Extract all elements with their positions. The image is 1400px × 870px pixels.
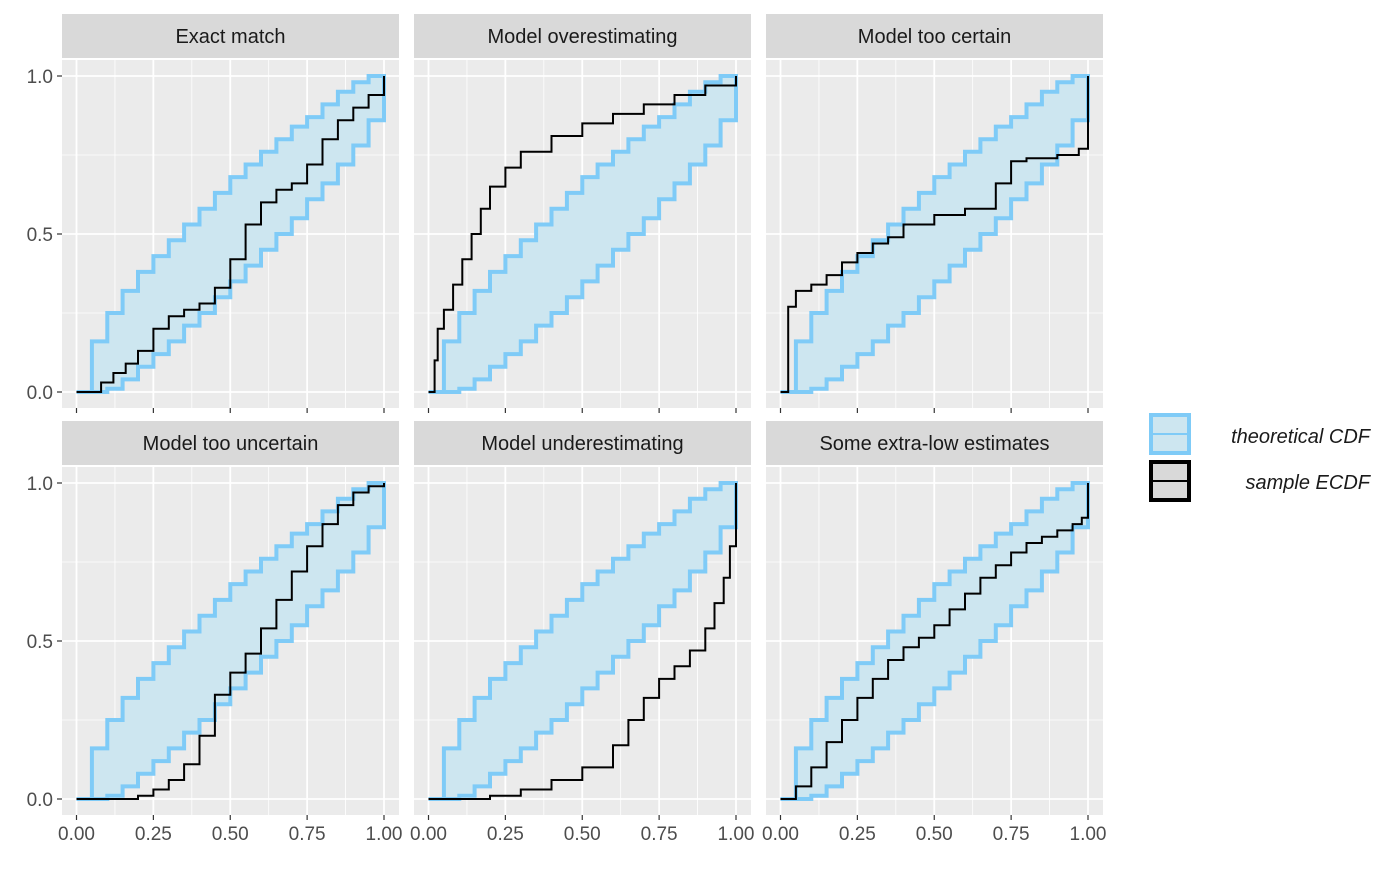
legend: theoretical CDF sample ECDF xyxy=(1149,413,1372,502)
y-tick-label: 1.0 xyxy=(27,67,53,88)
y-tick-label: 0.0 xyxy=(27,383,53,404)
x-tick-label: 0.00 xyxy=(410,824,447,845)
facet-title: Model too certain xyxy=(858,26,1011,48)
facet-title: Model too uncertain xyxy=(143,433,319,455)
x-tick-label: 0.50 xyxy=(916,824,953,845)
sample-ecdf-line xyxy=(76,76,385,393)
sample-ecdf-line xyxy=(428,483,737,800)
x-tick-label: 0.50 xyxy=(212,824,249,845)
x-tick-label: 0.25 xyxy=(839,824,876,845)
facet-panel: Model overestimating xyxy=(414,14,751,413)
legend-label-theoretical-cdf: theoretical CDF xyxy=(1231,426,1372,448)
facet-strip xyxy=(766,421,1103,465)
sample-ecdf-line xyxy=(780,76,1089,393)
facet-panel: Model underestimating 0.00 0.25 0.50 0.75 1.0… xyxy=(410,421,754,845)
y-tick-label: 0.0 xyxy=(27,790,53,811)
y-tick-label: 0.5 xyxy=(27,225,53,246)
sample-ecdf-line xyxy=(780,483,1089,800)
x-tick-label: 1.00 xyxy=(718,824,755,845)
x-tick-label: 0.75 xyxy=(993,824,1030,845)
facet-strip xyxy=(62,14,399,58)
legend-label-sample-ecdf: sample ECDF xyxy=(1246,472,1372,494)
facet-strip xyxy=(766,14,1103,58)
facet-strip xyxy=(62,421,399,465)
y-tick-label: 1.0 xyxy=(27,474,53,495)
x-tick-label: 0.75 xyxy=(289,824,326,845)
x-tick-label: 0.25 xyxy=(135,824,172,845)
facet-panel: Some extra-low estimates 0.00 0.25 0.50 0.75… xyxy=(762,421,1106,845)
x-tick-label: 0.00 xyxy=(762,824,799,845)
facet-panel: Model too uncertain 0.0 0.5 1.0 0.00 0.25 0.50… xyxy=(27,421,403,845)
x-tick-label: 0.25 xyxy=(487,824,524,845)
facet-title: Model overestimating xyxy=(487,26,677,48)
x-tick-label: 0.50 xyxy=(564,824,601,845)
facet-strip xyxy=(414,421,751,465)
x-tick-label: 1.00 xyxy=(1070,824,1107,845)
facet-title: Model underestimating xyxy=(481,433,683,455)
facet-title: Some extra-low estimates xyxy=(819,433,1049,455)
facet-panel: Model too certain xyxy=(766,14,1103,413)
x-tick-label: 0.75 xyxy=(641,824,678,845)
facet-title: Exact match xyxy=(175,26,285,48)
facet-strip xyxy=(414,14,751,58)
facet-panel: Exact match 0.0 0.5 1.0 xyxy=(27,14,399,413)
y-tick-label: 0.5 xyxy=(27,632,53,653)
sample-ecdf-line xyxy=(428,76,737,393)
x-tick-label: 0.00 xyxy=(58,824,95,845)
x-tick-label: 1.00 xyxy=(366,824,403,845)
sample-ecdf-line xyxy=(76,483,385,800)
